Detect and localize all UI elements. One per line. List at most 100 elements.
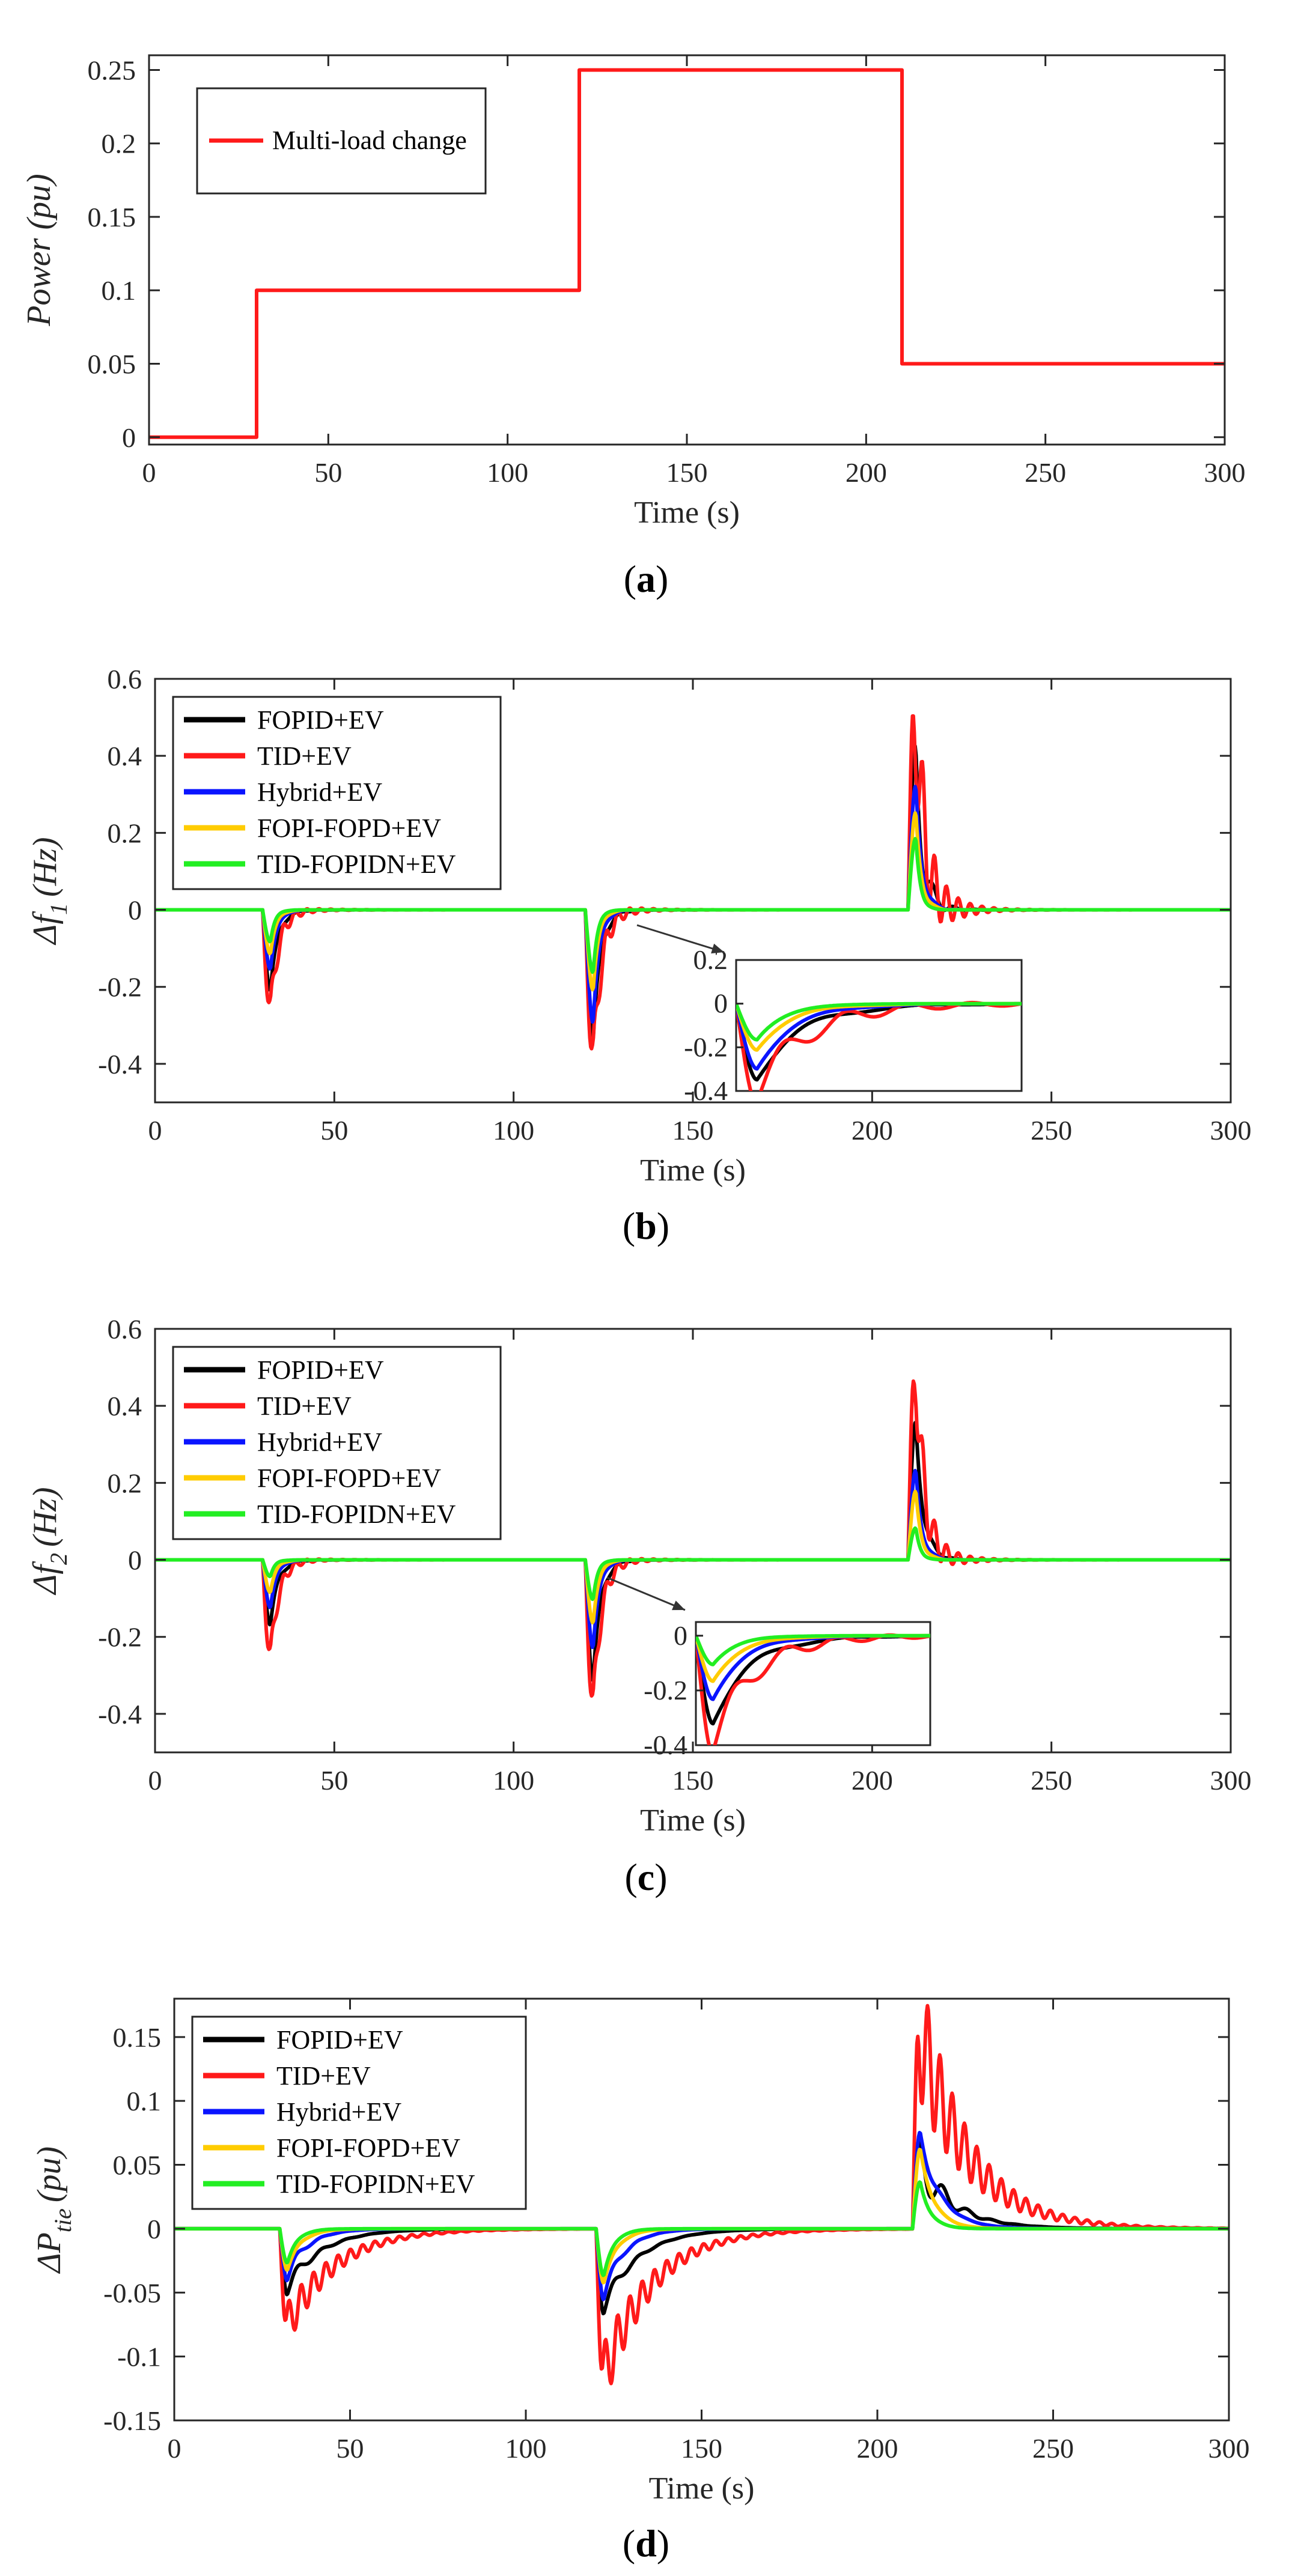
panel-paren-close: )	[657, 1204, 669, 1247]
y-tick-label: 0	[122, 422, 136, 453]
legend-label: FOPID+EV	[257, 705, 384, 735]
x-tick-label: 150	[681, 2433, 722, 2464]
chart-a: 0 50 100 150 200 250 300 0 0.05 0.1 0.15 0.2 0.25 Tim…	[20, 54, 1246, 600]
panel-label: (a)	[624, 557, 669, 600]
x-tick-label: 200	[857, 2433, 898, 2464]
panel-letter: b	[635, 1204, 657, 1247]
x-tick-label: 0	[148, 1115, 162, 1146]
series-group	[174, 2003, 1229, 2386]
y-label-main: Δf	[26, 1561, 64, 1596]
y-tick-label: 0.4	[108, 1391, 142, 1421]
series-group	[155, 1379, 1231, 1698]
x-tick-label: 150	[672, 1765, 714, 1796]
x-tick-label: 200	[846, 457, 887, 488]
legend-label: TID+EV	[276, 2061, 371, 2091]
x-tick-label: 0	[142, 457, 156, 488]
legend-label: TID-FOPIDN+EV	[257, 849, 456, 879]
x-tick-label: 300	[1204, 457, 1246, 488]
inset-line-tid-fopidn-ev	[736, 1001, 1022, 1042]
x-tick-label: 50	[320, 1115, 348, 1146]
x-tick-label: 300	[1210, 1765, 1252, 1796]
series-line-tid-fopidn-ev	[155, 837, 1231, 974]
x-tick-label: 150	[672, 1115, 714, 1146]
chart-b: 0 50 100 150 200 250 300 -0.4 -0.2 0 0.2 0.4 0.6 Time…	[26, 664, 1252, 1247]
y-tick-label: -0.15	[103, 2405, 161, 2436]
panel-paren-open: (	[623, 2522, 635, 2565]
x-tick-label: 250	[1031, 1115, 1072, 1146]
y-tick-label: -0.2	[98, 1622, 142, 1653]
series-line-multi-load-change	[149, 68, 1225, 439]
y-tick-label: -0.05	[103, 2277, 161, 2308]
inset-y-tick-label: 0	[714, 988, 728, 1019]
x-tick-label: 100	[505, 2433, 547, 2464]
x-tick-label: 100	[493, 1765, 534, 1796]
y-tick-label: -0.4	[98, 1049, 142, 1080]
y-label-sub: 1	[45, 903, 72, 915]
legend-label: Hybrid+EV	[276, 2097, 401, 2127]
y-tick-label: 0.15	[113, 2022, 162, 2053]
y-tick-label: 0.6	[108, 1314, 142, 1344]
y-axis-label: ΔPtie (pu)	[31, 2146, 76, 2274]
panel-paren-open: (	[623, 1204, 635, 1247]
panel-paren-close: )	[656, 557, 668, 600]
inset: -0.4 -0.2 0 0.2	[636, 924, 1023, 1106]
inset-frame	[735, 959, 1023, 1092]
y-axis-label: Power (pu)	[20, 174, 58, 327]
x-tick-label: 50	[314, 457, 342, 488]
y-tick-label: -0.2	[98, 972, 142, 1003]
legend: FOPID+EV TID+EV Hybrid+EV FOPI-FOPD+EV TID-F…	[191, 2016, 527, 2210]
series-line-tid-ev	[174, 2003, 1229, 2386]
legend-label: TID-FOPIDN+EV	[257, 1499, 456, 1529]
x-tick-label: 50	[320, 1765, 348, 1796]
y-tick-label: -0.1	[117, 2342, 161, 2372]
x-tick-label: 0	[148, 1765, 162, 1796]
legend: FOPID+EV TID+EV Hybrid+EV FOPI-FOPD+EV TID-F…	[172, 1346, 502, 1540]
y-tick-label: 0.4	[108, 741, 142, 771]
panel-label: (b)	[623, 1204, 669, 1247]
chart-d: 0 50 100 150 200 250 300 -0.15 -0.1 -0.05 0 0.05 0.1…	[31, 1997, 1250, 2565]
series-group	[149, 68, 1225, 439]
legend-label: FOPI-FOPD+EV	[257, 813, 441, 843]
y-tick-label: 0.6	[108, 664, 142, 694]
panel-paren-open: (	[624, 1856, 637, 1898]
y-tick-label: 0.2	[102, 129, 136, 159]
panel-paren-close: )	[654, 1856, 667, 1898]
y-label-unit: (pu)	[31, 2146, 68, 2202]
panel-label: (c)	[624, 1856, 667, 1898]
y-label-sub: tie	[49, 2208, 76, 2232]
y-axis-label: Δf1 (Hz)	[26, 837, 72, 946]
y-tick-label: 0.15	[88, 202, 136, 232]
x-tick-label: 300	[1208, 2433, 1250, 2464]
x-tick-label: 100	[493, 1115, 534, 1146]
x-tick-label: 100	[487, 457, 528, 488]
legend: FOPID+EV TID+EV Hybrid+EV FOPI-FOPD+EV TID-F…	[172, 696, 502, 890]
y-tick-label: 0.05	[113, 2150, 162, 2181]
x-tick-label: 200	[852, 1765, 893, 1796]
panel-letter: a	[636, 557, 656, 600]
inset-y-tick-label: 0	[674, 1620, 687, 1651]
inset-y-tick-label: -0.2	[684, 1031, 728, 1062]
x-axis-label: Time (s)	[640, 1803, 746, 1838]
legend-label: TID+EV	[257, 741, 352, 771]
y-label-main: ΔP	[31, 2232, 68, 2274]
y-tick-label: 0.25	[88, 55, 136, 85]
inset-frame	[695, 1621, 931, 1746]
x-tick-label: 300	[1210, 1115, 1252, 1146]
legend-label: FOPID+EV	[257, 1355, 384, 1385]
y-tick-label: 0.05	[88, 349, 136, 380]
inset-line-tid-fopidn-ev	[696, 1633, 930, 1666]
inset-y-tick-label: 0.2	[693, 944, 728, 975]
y-label-unit: (Hz)	[26, 837, 64, 898]
x-tick-label: 150	[666, 457, 708, 488]
y-tick-label: 0.1	[102, 275, 136, 306]
inset-arrow-line	[606, 1576, 686, 1611]
panel-paren-close: )	[657, 2522, 669, 2565]
panel-letter: d	[635, 2522, 657, 2565]
inset-series	[736, 1000, 1022, 1091]
x-axis-label: Time (s)	[634, 496, 740, 530]
panel-paren-open: (	[624, 557, 636, 600]
inset-arrow-head	[672, 1600, 685, 1611]
legend-label: Hybrid+EV	[257, 777, 382, 807]
x-tick-label: 0	[168, 2433, 181, 2464]
legend-label: TID-FOPIDN+EV	[276, 2169, 475, 2199]
